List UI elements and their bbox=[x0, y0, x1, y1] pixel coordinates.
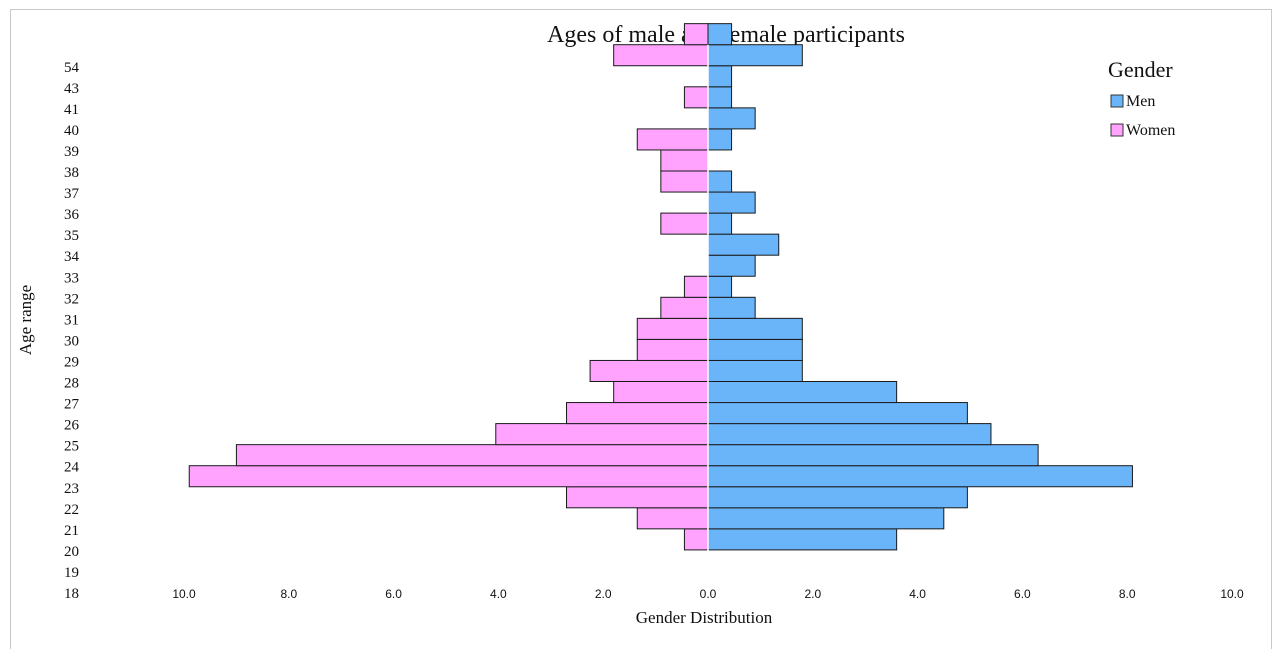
legend-swatch-men bbox=[1110, 94, 1124, 108]
bar-men-age-35 bbox=[707, 191, 756, 214]
bar-men-age-54 bbox=[707, 23, 733, 46]
x-tick-label: 6.0 bbox=[1014, 587, 1031, 601]
bar-men-age-43 bbox=[707, 44, 803, 67]
x-tick-label: 2.0 bbox=[804, 587, 821, 601]
y-tick-label: 34 bbox=[64, 249, 80, 265]
bar-men-age-40 bbox=[707, 86, 733, 109]
bar-women-age-27 bbox=[589, 359, 709, 383]
x-tick-labels: 10.0 8.0 6.0 4.0 2.0 0.0 2.0 4.0 6.0 8.0 10.0 bbox=[172, 587, 1244, 601]
legend-swatch-women bbox=[1110, 123, 1124, 137]
x-tick-label: 10.0 bbox=[1220, 587, 1244, 601]
bar-women-age-37 bbox=[660, 149, 709, 172]
bar-women-age-26 bbox=[613, 381, 709, 404]
bar-women-age-38 bbox=[636, 128, 709, 151]
bar-women-age-31 bbox=[683, 275, 709, 298]
y-tick-label: 19 bbox=[64, 565, 79, 581]
bar-women-age-23 bbox=[235, 444, 709, 467]
bar-men-age-31 bbox=[707, 275, 733, 298]
y-tick-label: 18 bbox=[64, 586, 79, 602]
bar-men-age-25 bbox=[707, 402, 968, 425]
bar-men-age-28 bbox=[707, 338, 803, 361]
y-tick-label: 32 bbox=[64, 291, 79, 307]
y-tick-label: 28 bbox=[64, 376, 79, 392]
y-tick-label: 39 bbox=[64, 144, 79, 160]
y-tick-label: 22 bbox=[64, 502, 79, 518]
bar-men-age-29 bbox=[707, 317, 803, 340]
y-tick-label: 43 bbox=[64, 81, 79, 97]
bar-women-age-43 bbox=[613, 44, 709, 67]
bar-women-age-28 bbox=[636, 338, 709, 361]
bar-women-age-20 bbox=[636, 507, 709, 530]
bar-men-age-39 bbox=[707, 107, 756, 130]
bar-women-age-30 bbox=[660, 296, 709, 319]
x-axis-label: Gender Distribution bbox=[636, 608, 773, 626]
population-pyramid-chart: Ages of male and female participants 181… bbox=[16, 22, 1244, 626]
y-tick-label: 38 bbox=[64, 165, 79, 181]
y-tick-label: 36 bbox=[64, 207, 80, 223]
x-tick-label: 0.0 bbox=[700, 587, 717, 601]
bar-men-age-23 bbox=[707, 444, 1039, 467]
y-tick-label: 23 bbox=[64, 481, 79, 497]
x-tick-label: 8.0 bbox=[280, 587, 297, 601]
bar-men-age-24 bbox=[707, 423, 992, 446]
bar-women-age-40 bbox=[683, 86, 709, 109]
legend-label-women: Women bbox=[1126, 122, 1175, 139]
bar-men-age-32 bbox=[707, 254, 756, 277]
bar-men-age-21 bbox=[707, 486, 968, 509]
bar-men-age-19 bbox=[707, 528, 898, 551]
x-tick-label: 4.0 bbox=[909, 587, 926, 601]
y-tick-label: 35 bbox=[64, 228, 79, 244]
bar-men-age-22 bbox=[707, 465, 1133, 488]
y-tick-label: 29 bbox=[64, 354, 79, 370]
x-tick-label: 8.0 bbox=[1119, 587, 1136, 601]
bar-women-age-36 bbox=[660, 170, 709, 193]
y-tick-label: 41 bbox=[64, 102, 79, 118]
y-tick-label: 25 bbox=[64, 439, 79, 455]
y-tick-label: 24 bbox=[64, 460, 80, 476]
bar-men-age-20 bbox=[707, 507, 945, 530]
bars-group bbox=[188, 23, 1133, 551]
y-tick-label: 26 bbox=[64, 418, 80, 434]
y-axis-label: Age range bbox=[16, 285, 35, 355]
y-tick-label: 31 bbox=[64, 312, 79, 328]
y-tick-label: 40 bbox=[64, 123, 79, 139]
bar-men-age-30 bbox=[707, 296, 756, 319]
bar-men-age-34 bbox=[707, 212, 733, 235]
y-tick-label: 27 bbox=[64, 397, 80, 413]
y-tick-label: 21 bbox=[64, 523, 79, 539]
bar-women-age-19 bbox=[683, 528, 709, 551]
bar-women-age-25 bbox=[566, 402, 709, 425]
x-tick-label: 4.0 bbox=[490, 587, 507, 601]
bar-men-age-36 bbox=[707, 170, 733, 193]
bar-men-age-27 bbox=[707, 359, 803, 383]
bar-men-age-38 bbox=[707, 128, 733, 151]
y-tick-labels: 18 19 20 21 22 23 24 25 26 27 28 29 30 31 32 33 34 35 36 37… bbox=[64, 60, 80, 602]
bar-women-age-21 bbox=[566, 486, 709, 509]
y-tick-label: 33 bbox=[64, 270, 79, 286]
legend-title: Gender bbox=[1108, 57, 1173, 82]
y-tick-label: 54 bbox=[64, 60, 80, 76]
legend-label-men: Men bbox=[1126, 93, 1155, 110]
bar-women-age-34 bbox=[660, 212, 709, 235]
x-tick-label: 10.0 bbox=[172, 587, 196, 601]
y-tick-label: 20 bbox=[64, 544, 79, 560]
bar-women-age-22 bbox=[188, 465, 709, 488]
bar-women-age-29 bbox=[636, 317, 709, 340]
bar-women-age-24 bbox=[495, 423, 709, 446]
bar-men-age-26 bbox=[707, 381, 898, 404]
y-tick-label: 30 bbox=[64, 333, 79, 349]
bar-women-age-54 bbox=[683, 23, 709, 46]
legend: Gender Men Women bbox=[1108, 57, 1175, 139]
bar-men-age-33 bbox=[707, 233, 780, 256]
y-tick-label: 37 bbox=[64, 186, 80, 202]
x-tick-label: 6.0 bbox=[385, 587, 402, 601]
bar-men-age-41 bbox=[707, 65, 733, 88]
x-tick-label: 2.0 bbox=[595, 587, 612, 601]
